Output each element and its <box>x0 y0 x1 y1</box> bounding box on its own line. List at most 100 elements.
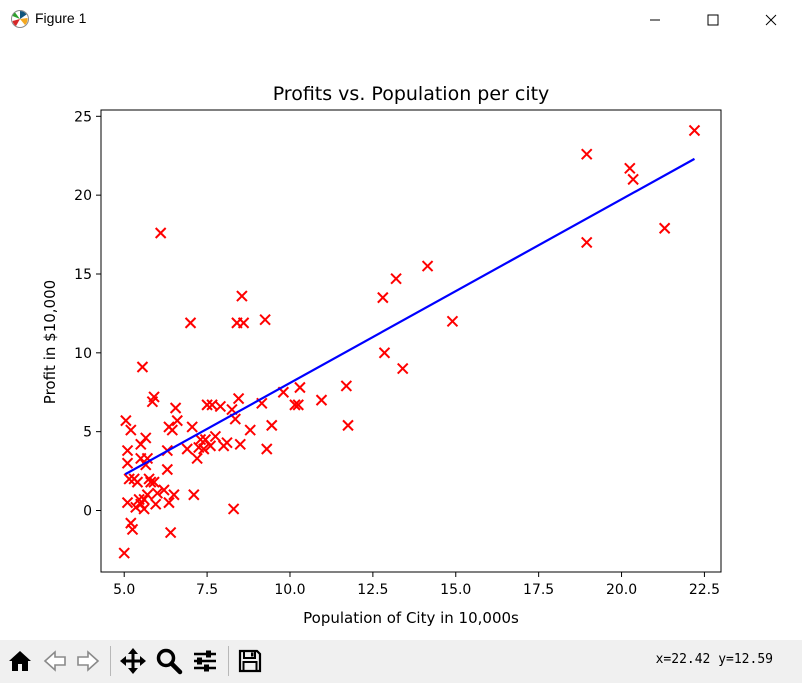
data-point <box>581 148 593 160</box>
data-point <box>390 273 402 285</box>
y-tick-label: 5 <box>83 425 92 441</box>
data-point <box>204 440 217 452</box>
data-point <box>123 473 135 485</box>
data-point <box>186 421 198 433</box>
figure-canvas[interactable]: Profits vs. Population per city Populati… <box>0 40 802 640</box>
data-point <box>227 503 240 515</box>
data-point <box>292 399 304 411</box>
data-point <box>168 489 180 501</box>
data-point <box>397 362 409 375</box>
close-button[interactable] <box>742 0 800 40</box>
data-point <box>261 443 273 455</box>
maximize-icon <box>707 14 719 26</box>
back-icon <box>43 650 66 672</box>
pan-button[interactable] <box>118 646 148 676</box>
forward-icon <box>77 650 100 672</box>
data-point <box>234 438 246 450</box>
x-tick-label: 7.5 <box>196 582 218 598</box>
data-point <box>140 432 152 444</box>
close-icon <box>765 14 777 26</box>
data-point <box>201 399 213 411</box>
x-tick-label: 22.5 <box>689 582 720 598</box>
data-point <box>188 489 200 501</box>
data-point <box>149 498 162 510</box>
data-point <box>138 503 150 515</box>
data-point <box>340 380 353 392</box>
data-point <box>446 315 459 327</box>
window-title: Figure 1 <box>35 10 87 26</box>
data-point <box>377 291 389 304</box>
minimize-icon <box>650 19 660 21</box>
zoom-icon <box>156 648 183 675</box>
toolbar-separator <box>228 646 229 676</box>
data-point <box>688 124 701 137</box>
data-point <box>581 236 593 249</box>
x-tick-label: 15.0 <box>440 582 471 598</box>
x-tick-label: 5.0 <box>113 582 135 598</box>
data-point <box>151 487 164 499</box>
cursor-coordinates: x=22.42 y=12.59 <box>655 652 773 667</box>
scatter-chart[interactable]: Profits vs. Population per city Populati… <box>0 40 802 640</box>
maximize-button[interactable] <box>684 0 742 40</box>
data-point <box>244 424 256 436</box>
data-point <box>378 347 391 359</box>
window-titlebar: Figure 1 <box>0 0 802 40</box>
data-point <box>141 489 154 501</box>
x-axis-label: Population of City in 10,000s <box>303 609 519 627</box>
data-point <box>191 452 203 465</box>
x-tick-label: 20.0 <box>606 582 637 598</box>
back-button[interactable] <box>40 646 70 676</box>
data-point <box>194 433 207 446</box>
data-point <box>289 399 301 411</box>
y-tick-label: 20 <box>74 188 92 204</box>
y-tick-label: 10 <box>74 346 92 362</box>
save-icon <box>238 649 262 673</box>
data-point <box>214 400 227 413</box>
data-point <box>266 419 278 432</box>
data-point <box>141 452 154 465</box>
data-point <box>315 394 328 406</box>
data-point <box>294 381 306 394</box>
data-point <box>181 443 193 455</box>
save-button[interactable] <box>235 646 265 676</box>
data-point <box>236 290 248 302</box>
chart-title: Profits vs. Population per city <box>273 83 550 105</box>
configure-subplots-icon <box>194 650 216 672</box>
data-point <box>154 227 167 239</box>
data-point <box>125 424 137 436</box>
data-point <box>184 317 197 329</box>
pan-icon <box>120 648 146 674</box>
navigation-toolbar: x=22.42 y=12.59 <box>0 640 802 683</box>
data-point <box>136 361 149 373</box>
data-point <box>148 476 160 488</box>
data-point <box>171 414 183 427</box>
y-tick-label: 15 <box>74 267 92 283</box>
data-point <box>232 392 245 405</box>
data-point <box>121 496 134 509</box>
data-point <box>143 473 155 485</box>
data-point <box>158 484 170 496</box>
data-point <box>169 402 182 414</box>
data-point <box>221 436 233 449</box>
data-point <box>118 547 130 559</box>
zoom-button[interactable] <box>154 646 184 676</box>
data-point <box>209 430 222 443</box>
minimize-button[interactable] <box>626 0 684 40</box>
x-tick-label: 12.5 <box>357 582 388 598</box>
data-point <box>121 457 134 469</box>
y-axis-label: Profit in $10,000 <box>41 280 59 404</box>
y-tick-label: 25 <box>74 109 92 125</box>
x-tick-label: 17.5 <box>523 582 554 598</box>
data-point <box>164 526 177 539</box>
y-tick-label: 0 <box>83 504 92 520</box>
configure-subplots-button[interactable] <box>190 646 220 676</box>
data-point <box>259 314 271 326</box>
data-point <box>166 424 178 436</box>
data-point <box>624 162 636 175</box>
data-point <box>421 260 434 272</box>
forward-button[interactable] <box>73 646 103 676</box>
data-point <box>161 463 174 476</box>
home-icon <box>9 651 31 671</box>
regression-line <box>124 157 696 476</box>
home-button[interactable] <box>5 646 35 676</box>
